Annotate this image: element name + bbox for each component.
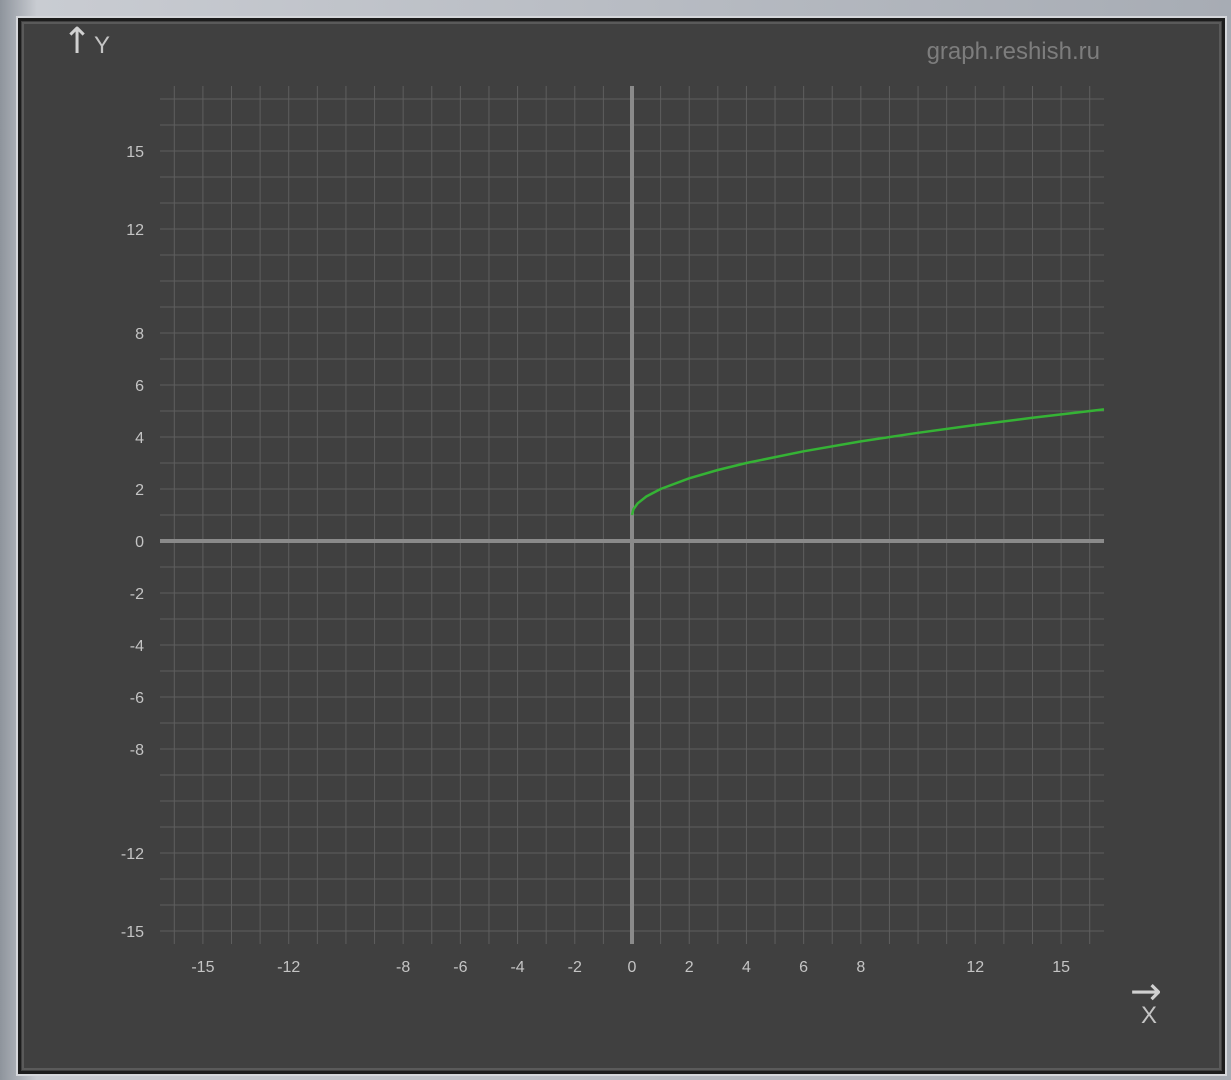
- y-tick-label: -12: [121, 846, 144, 863]
- y-tick-label: 8: [135, 326, 144, 343]
- y-tick-label: -8: [130, 742, 144, 759]
- x-axis-arrow-icon: →: [1130, 969, 1162, 1013]
- curve-line: [630, 408, 1105, 516]
- x-tick-label: 15: [1052, 959, 1070, 976]
- x-tick-label: 6: [799, 959, 808, 976]
- series: [630, 408, 1105, 516]
- y-tick-label: 0: [135, 534, 144, 551]
- watermark: graph.reshish.ru: [926, 38, 1100, 65]
- x-tick-label: -2: [568, 959, 582, 976]
- x-tick-labels: -15 -12 -8 -6 -4 -2 0 2 4 6 8 12 15: [191, 959, 1070, 976]
- y-tick-label: -6: [130, 690, 144, 707]
- y-tick-label: 2: [135, 482, 144, 499]
- y-axis-label: Y: [94, 32, 111, 59]
- graph-panel: [16, 16, 1227, 1076]
- x-tick-label: -4: [510, 959, 524, 976]
- x-axis-label: X: [1141, 1002, 1158, 1029]
- x-tick-label: -6: [453, 959, 467, 976]
- y-tick-label: 15: [126, 144, 144, 161]
- y-tick-label: 6: [135, 378, 144, 395]
- y-tick-label: -4: [130, 638, 144, 655]
- y-tick-label: -15: [121, 924, 144, 941]
- x-tick-label: 8: [856, 959, 865, 976]
- y-axis-arrow-icon: ↑: [62, 21, 93, 62]
- x-tick-label: -8: [396, 959, 410, 976]
- x-tick-label: 0: [628, 959, 637, 976]
- x-tick-label: -15: [191, 959, 214, 976]
- x-tick-label: 4: [742, 959, 751, 976]
- x-tick-label: 2: [685, 959, 694, 976]
- y-tick-label: -2: [130, 586, 144, 603]
- x-tick-label: -12: [277, 959, 300, 976]
- y-tick-label: 4: [135, 430, 144, 447]
- x-tick-label: 12: [966, 959, 984, 976]
- y-tick-label: 12: [126, 222, 144, 239]
- y-tick-labels: 15 12 8 6 4 2 0 -2 -4 -6 -8 -12 -15: [121, 144, 144, 941]
